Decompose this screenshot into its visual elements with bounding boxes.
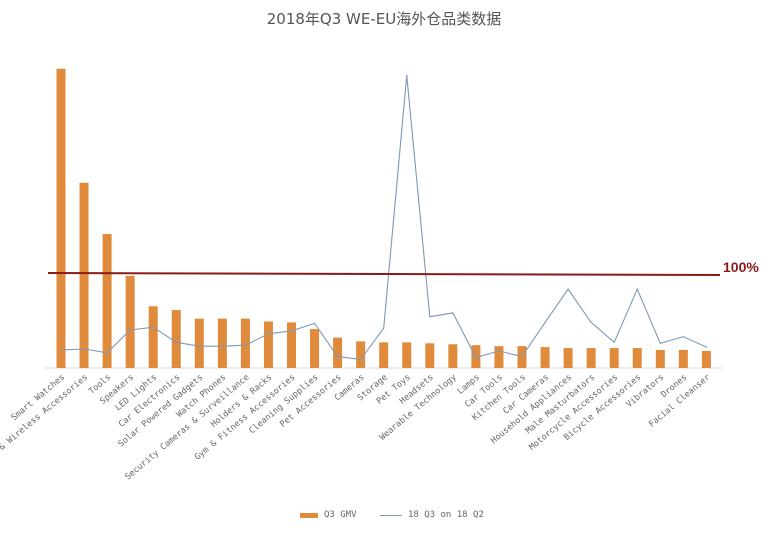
bar xyxy=(240,318,250,368)
bar xyxy=(194,318,204,368)
chart-title: 2018年Q3 WE-EU海外仓品类数据 xyxy=(266,10,502,28)
line-point xyxy=(659,342,661,344)
line-series xyxy=(60,75,707,361)
bar xyxy=(217,318,227,368)
line-point xyxy=(613,341,615,343)
bar xyxy=(79,182,89,368)
bar xyxy=(333,337,343,368)
bar xyxy=(563,348,573,368)
bar xyxy=(310,329,320,368)
bar xyxy=(701,350,711,368)
line-point xyxy=(544,321,546,323)
bar xyxy=(56,68,66,368)
legend-label-line: 18 Q3 on 18 Q2 xyxy=(408,510,484,520)
line-point xyxy=(406,74,408,76)
bar xyxy=(494,346,504,368)
bar xyxy=(379,342,389,368)
line-point xyxy=(129,329,131,331)
line-point xyxy=(452,312,454,314)
line-point xyxy=(360,358,362,361)
legend-item-line: 18 Q3 on 18 Q2 xyxy=(380,510,484,520)
bar xyxy=(586,348,596,368)
reference-line-label: 100% xyxy=(723,259,759,275)
bar xyxy=(448,344,458,368)
bar xyxy=(263,321,273,368)
bar xyxy=(125,275,135,368)
line-point xyxy=(198,345,200,347)
line-point xyxy=(152,326,154,328)
line-point xyxy=(636,288,638,290)
bar xyxy=(632,348,642,368)
line-point xyxy=(313,322,316,324)
line-point xyxy=(475,356,477,359)
legend-label-bar: Q3 GMV xyxy=(324,510,357,520)
bar xyxy=(171,310,181,368)
legend-swatch-bar xyxy=(300,512,318,518)
line-point xyxy=(267,333,270,335)
bar xyxy=(425,343,435,368)
bar xyxy=(540,347,550,368)
bar xyxy=(609,348,619,368)
legend-swatch-line xyxy=(380,514,402,516)
line-point xyxy=(83,348,85,350)
reference-line-100 xyxy=(47,272,721,276)
line-point xyxy=(244,344,246,346)
line-point xyxy=(175,341,177,343)
line-point xyxy=(60,349,62,351)
bar xyxy=(287,322,296,368)
line-point xyxy=(106,352,108,354)
line-point xyxy=(590,321,592,323)
line-point xyxy=(429,316,431,318)
line-point xyxy=(705,346,708,348)
line-point xyxy=(221,345,223,347)
bar xyxy=(655,349,665,368)
line-point xyxy=(337,356,339,358)
legend-item-bar: Q3 GMV xyxy=(300,510,357,520)
line-point xyxy=(383,327,385,329)
bar xyxy=(402,342,412,368)
line-point xyxy=(682,336,684,338)
line-point xyxy=(567,288,569,290)
line-point xyxy=(521,356,523,358)
bar xyxy=(102,234,112,368)
bar xyxy=(678,349,688,368)
bar xyxy=(356,341,366,368)
line-point xyxy=(498,350,500,352)
line-point xyxy=(290,330,293,332)
bar xyxy=(148,306,158,368)
